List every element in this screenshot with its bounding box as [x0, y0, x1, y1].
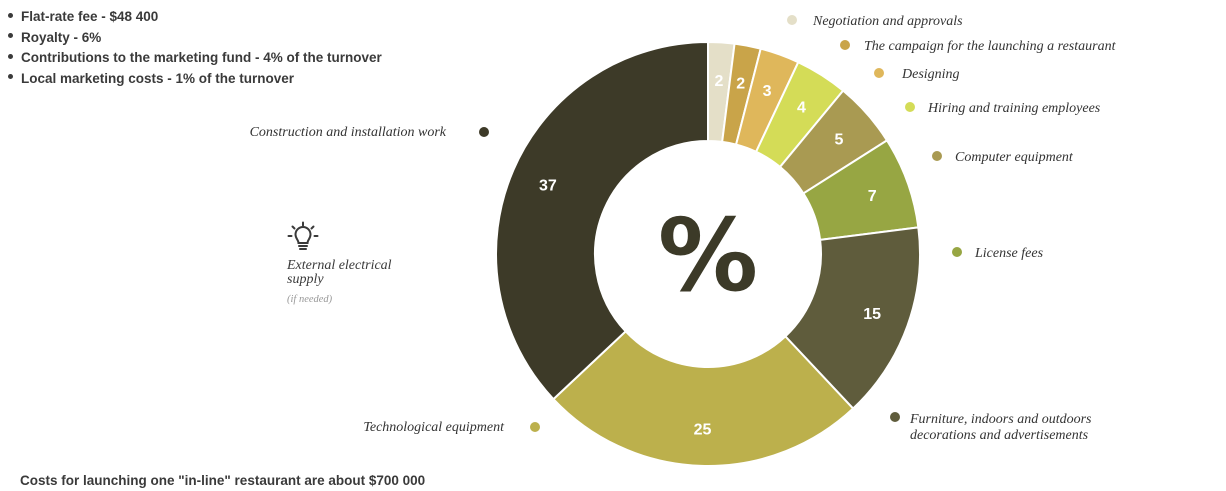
fee-item: Contributions to the marketing fund - 4%… [8, 48, 382, 69]
legend-label: Designing [901, 67, 960, 82]
center-label: % [658, 197, 758, 314]
fee-text: Flat-rate fee - $48 400 [21, 9, 159, 24]
slice-value-label: 7 [868, 188, 877, 205]
legend-dot [479, 127, 489, 137]
slice-value-label: 2 [715, 73, 724, 90]
slice-value-label: 3 [763, 83, 772, 100]
legend-dot [905, 102, 915, 112]
legend-dot [787, 15, 797, 25]
fee-text: Royalty - 6% [21, 29, 102, 45]
slice-value-label: 37 [539, 178, 557, 195]
fee-item: Local marketing costs - 1% of the turnov… [8, 69, 382, 90]
slice-value-label: 15 [863, 306, 881, 323]
legend-label: The campaign for the launching a restaur… [864, 39, 1117, 54]
tip-box: External electrical supply (if needed) [287, 258, 417, 306]
tip-note: (if needed) [287, 294, 333, 305]
legend-dot [890, 412, 900, 422]
fee-item: Royalty - 6% [8, 28, 382, 49]
slice-value-label: 4 [797, 100, 806, 117]
fee-list: Flat-rate fee - $48 400 Royalty - 6% Con… [8, 7, 382, 89]
legend-dot [952, 247, 962, 257]
slice-value-label: 25 [694, 421, 712, 438]
donut-slice [552, 329, 855, 467]
bullet-icon [8, 12, 13, 18]
fee-text: Contributions to the marketing fund - 4%… [21, 50, 382, 65]
legend-label: Construction and installation work [250, 125, 447, 140]
donut-slice [495, 40, 709, 401]
fee-item: Flat-rate fee - $48 400 [8, 7, 382, 28]
fee-text: Local marketing costs - 1% of the turnov… [21, 70, 295, 86]
legend-dot [530, 422, 540, 432]
legend-dot [874, 68, 884, 78]
legend-dot [840, 40, 850, 50]
legend-label: Furniture, indoors and outdoors decoratio… [909, 412, 1092, 443]
legend-label: License fees [974, 246, 1044, 261]
slice-value-label: 2 [736, 76, 745, 93]
slice-value-label: 5 [834, 132, 843, 149]
legend-label: Technological equipment [363, 420, 505, 435]
lightbulb-icon [287, 221, 319, 258]
bullet-icon [8, 33, 13, 39]
legend-label: Computer equipment [955, 150, 1074, 165]
tip-title: External electrical supply [287, 258, 392, 287]
bullet-icon [8, 53, 13, 59]
bullet-icon [8, 74, 13, 80]
legend-dot [932, 151, 942, 161]
footnote: Costs for launching one "in-line" restau… [20, 473, 426, 488]
legend-label: Negotiation and approvals [812, 14, 963, 29]
legend-label: Hiring and training employees [927, 101, 1101, 116]
